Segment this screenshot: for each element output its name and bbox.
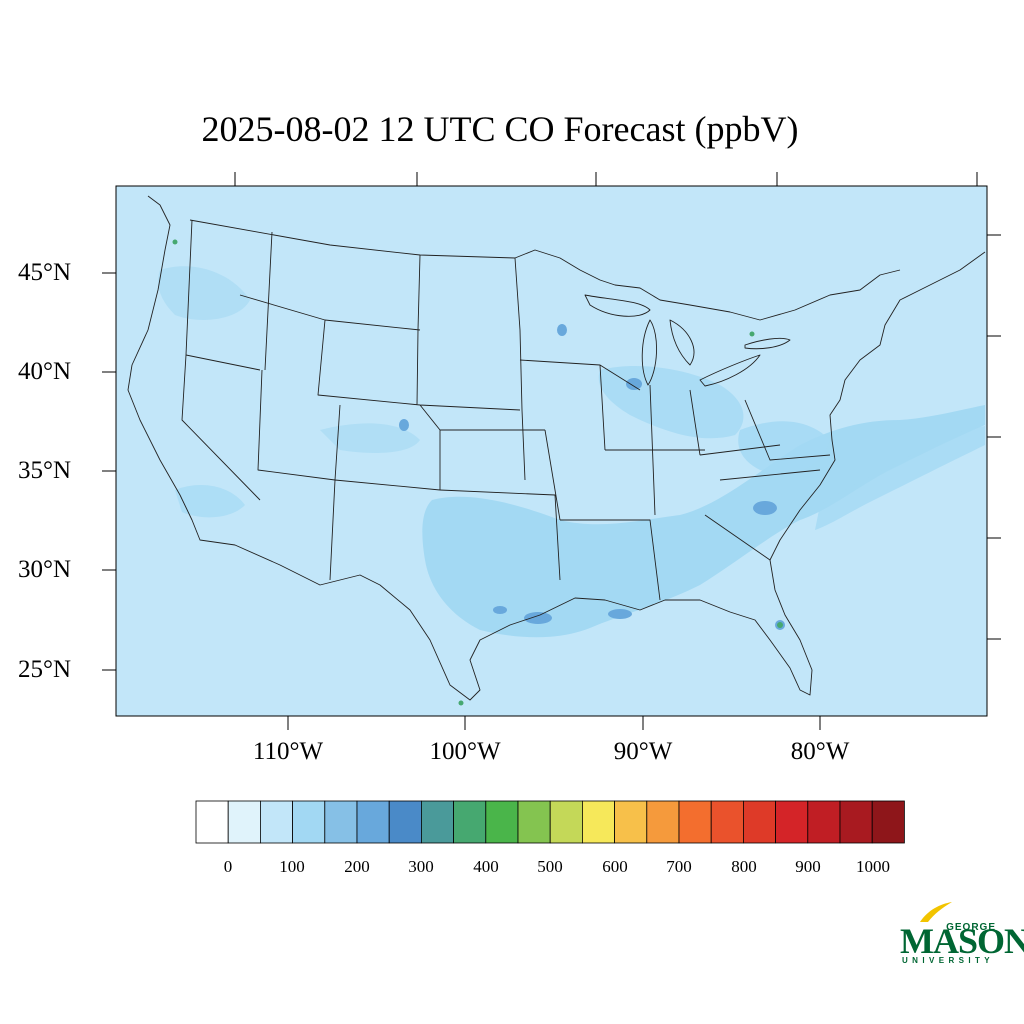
- lat-label-30: 30°N: [18, 556, 72, 583]
- colorbar-label-1000: 1000: [856, 857, 890, 876]
- colorbar-swatch: [871, 800, 905, 844]
- colorbar-swatch: [227, 800, 261, 844]
- top-ticks: [234, 172, 978, 186]
- co-spot-georgia: [753, 501, 777, 515]
- right-ticks: [987, 234, 1001, 640]
- map-title: 2025-08-02 12 UTC CO Forecast (ppbV): [201, 109, 799, 149]
- gmu-swoosh-icon: [920, 902, 952, 922]
- colorbar-swatch: [839, 800, 873, 844]
- colorbar-swatch: [775, 800, 809, 844]
- co-peak-florida: [777, 622, 783, 628]
- co-peak-seattle: [172, 239, 178, 245]
- state-lines-west: [181, 219, 545, 581]
- gmu-logo-line1: GEORGE: [946, 922, 996, 933]
- colorbar-swatch: [581, 800, 615, 844]
- colorbar-swatch: [356, 800, 390, 844]
- co-plume-southwest: [175, 485, 245, 518]
- conus-outline: [127, 195, 986, 701]
- colorbar-swatch: [324, 800, 358, 844]
- colorbar-swatch: [420, 800, 454, 844]
- colorbar-swatch: [743, 800, 777, 844]
- colorbar-label-600: 600: [602, 857, 628, 876]
- colorbar: [195, 800, 905, 844]
- co-plume-southcentral: [422, 405, 985, 638]
- co-spot-minneapolis: [557, 324, 567, 336]
- colorbar-swatch: [549, 800, 583, 844]
- colorbar-swatch: [710, 800, 744, 844]
- colorbar-swatch: [678, 800, 712, 844]
- great-lakes: [584, 294, 791, 387]
- co-peak-mexico: [458, 700, 464, 706]
- colorbar-label-700: 700: [666, 857, 692, 876]
- colorbar-label-500: 500: [537, 857, 563, 876]
- colorbar-label-800: 800: [731, 857, 757, 876]
- lon-label-110w: 110°W: [252, 738, 324, 765]
- lon-label-80w: 80°W: [790, 738, 850, 765]
- co-spot-houston: [524, 612, 552, 624]
- lat-label-45: 45°N: [18, 259, 72, 286]
- colorbar-label-400: 400: [473, 857, 499, 876]
- co-spot-colorado: [399, 419, 409, 431]
- colorbar-label-100: 100: [279, 857, 305, 876]
- colorbar-swatch: [485, 800, 519, 844]
- colorbar-label-300: 300: [408, 857, 434, 876]
- co-spot-southtexas: [493, 606, 507, 614]
- colorbar-label-900: 900: [795, 857, 821, 876]
- colorbar-swatch: [646, 800, 680, 844]
- colorbar-swatch: [807, 800, 841, 844]
- colorbar-label-0: 0: [223, 857, 233, 876]
- lat-label-35: 35°N: [18, 457, 72, 484]
- co-peak-ontario: [749, 331, 755, 337]
- gmu-logo-line2: MASON: [900, 921, 1024, 961]
- political-boundaries: [127, 195, 986, 701]
- map-border: [115, 185, 988, 717]
- bottom-ticks: [287, 716, 821, 730]
- colorbar-swatch: [453, 800, 487, 844]
- co-plume-east: [738, 421, 830, 474]
- colorbar-swatch: [388, 800, 422, 844]
- colorbar-swatch: [292, 800, 326, 844]
- gmu-logo: GEORGE MASON UNIVERSITY: [898, 900, 1024, 970]
- colorbar-label-200: 200: [344, 857, 370, 876]
- colorbar-swatch: [260, 800, 294, 844]
- co-plume-atlantic: [815, 426, 985, 530]
- colorbar-swatch: [614, 800, 648, 844]
- lon-label-100w: 100°W: [429, 738, 501, 765]
- lat-label-25: 25°N: [18, 656, 72, 683]
- co-peak-spots: [172, 239, 783, 706]
- co-spot-louisiana: [608, 609, 632, 619]
- co-spot-chicago: [626, 378, 642, 390]
- state-lines-central: [439, 359, 831, 601]
- co-plume-northwest: [158, 266, 250, 320]
- left-ticks: [102, 272, 116, 671]
- colorbar-swatch: [195, 800, 229, 844]
- co-plume-rockies: [320, 423, 420, 453]
- lon-label-90w: 90°W: [613, 738, 673, 765]
- lat-label-40: 40°N: [18, 358, 72, 385]
- colorbar-swatch: [517, 800, 551, 844]
- gmu-logo-line3: UNIVERSITY: [902, 956, 995, 965]
